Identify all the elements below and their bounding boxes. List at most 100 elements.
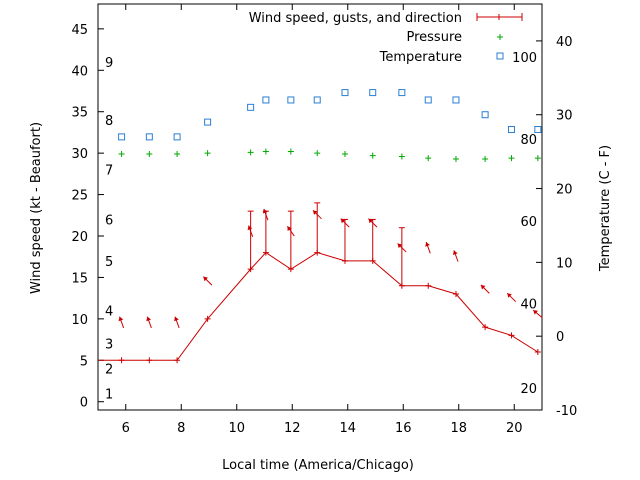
wind-point [174,357,181,364]
temperature-point [287,96,295,104]
temperature-point [341,89,349,97]
fahrenheit-label: 100 [512,51,537,66]
fahrenheit-label: 60 [520,215,537,230]
series-layer [98,89,543,364]
pressure-point [534,155,541,162]
direction-arrow-head [262,208,268,214]
pressure-point [146,150,153,157]
pressure-point [262,148,269,155]
direction-arrow-head [425,242,430,247]
y2-tick-label: 10 [556,256,573,271]
wind-point [534,349,541,355]
legend-key-temperature [496,52,504,60]
temperature-point [118,133,126,141]
y-axis-label: Wind speed (kt - Beaufort) [29,122,44,294]
pressure-point [247,149,254,156]
beaufort-label: 6 [105,213,113,228]
y2-tick-label: 40 [556,35,573,50]
y-tick-label: 0 [80,396,88,411]
legend-temperature-marker [496,52,504,60]
x-tick-label: 6 [122,421,130,436]
x-tick-label: 20 [506,421,523,436]
y2-tick-label: 0 [556,330,564,345]
pressure-point [369,152,376,159]
legend-pressure-marker [497,34,503,40]
wind-point [398,282,405,289]
fahrenheit-label: 20 [520,382,537,397]
x-tick-label: 12 [284,421,301,436]
legend: Wind speed, gusts, and direction Pressur… [249,11,523,65]
y2-tick-label: 20 [556,183,573,198]
wind-point [204,315,211,322]
pressure-point [482,155,489,162]
direction-arrow-head [533,310,538,315]
fahrenheit-label: 80 [520,133,537,148]
temperature-point [507,125,515,133]
x-tick-label: 14 [339,421,356,436]
pressure-point [341,150,348,157]
x-axis-label: Local time (America/Chicago) [222,458,414,473]
beaufort-label: 1 [105,387,113,402]
y2-axis-label: Temperature (C - F) [598,145,613,272]
pressure-point [204,150,211,157]
wind-point [314,249,321,256]
fahrenheit-label: 40 [520,298,537,313]
y-tick-label: 45 [71,23,88,38]
x-tick-label: 18 [450,421,467,436]
direction-arrow-head [118,316,124,322]
wind-point [287,266,294,273]
wind-point [262,249,269,256]
direction-arrow-head [287,226,292,231]
direction-arrow-head [397,243,403,249]
beaufort-labels: 1 2 3 4 5 6 7 8 9 [105,56,113,402]
wind-point [247,266,254,273]
temperature-point [534,125,542,133]
y-tick-label: 15 [71,271,88,286]
temperature-point [204,118,212,126]
direction-arrow-head [174,316,179,322]
wind-point [508,332,515,339]
pressure-point [287,148,294,155]
beaufort-label: 9 [105,56,113,71]
y-tick-label: 40 [71,64,88,79]
temperature-point [369,89,377,97]
pressure-point [118,150,125,157]
direction-arrow-head [507,293,512,298]
wind-point [425,282,432,289]
legend-key-pressure [497,34,503,40]
axis-ticks: 6 8 10 12 14 16 18 20051015202530354045-1001020… [71,4,577,436]
legend-label-temperature: Temperature [379,50,462,65]
direction-arrow-head [247,225,253,231]
wind-point [146,357,153,364]
wind-point [341,257,348,264]
y2-tick-label: -10 [556,404,577,419]
pressure-point [452,155,459,162]
beaufort-label: 4 [105,305,113,320]
pressure-point [508,155,515,162]
direction-arrow-head [480,284,486,290]
pressure-point [398,153,405,160]
beaufort-label: 3 [105,338,113,353]
beaufort-label: 7 [105,164,113,179]
wind-point [118,357,125,364]
x-tick-label: 16 [395,421,412,436]
legend-label-wind: Wind speed, gusts, and direction [249,11,462,26]
y-tick-label: 5 [80,354,88,369]
pressure-point [174,150,181,157]
temperature-point [398,89,406,97]
y-tick-label: 25 [71,189,88,204]
temperature-point [173,133,181,141]
legend-key-wind [476,13,523,21]
y-tick-label: 10 [71,313,88,328]
temperature-point [145,133,153,141]
legend-label-pressure: Pressure [406,30,462,45]
x-tick-label: 8 [177,421,185,436]
direction-arrow-head [146,316,152,322]
temperature-point [262,96,270,104]
beaufort-label: 5 [105,255,113,270]
beaufort-label: 2 [105,363,113,378]
wind-point [452,291,459,297]
y2-tick-label: 30 [556,109,573,124]
temperature-point [481,111,489,119]
wind-speed-line [98,251,539,361]
